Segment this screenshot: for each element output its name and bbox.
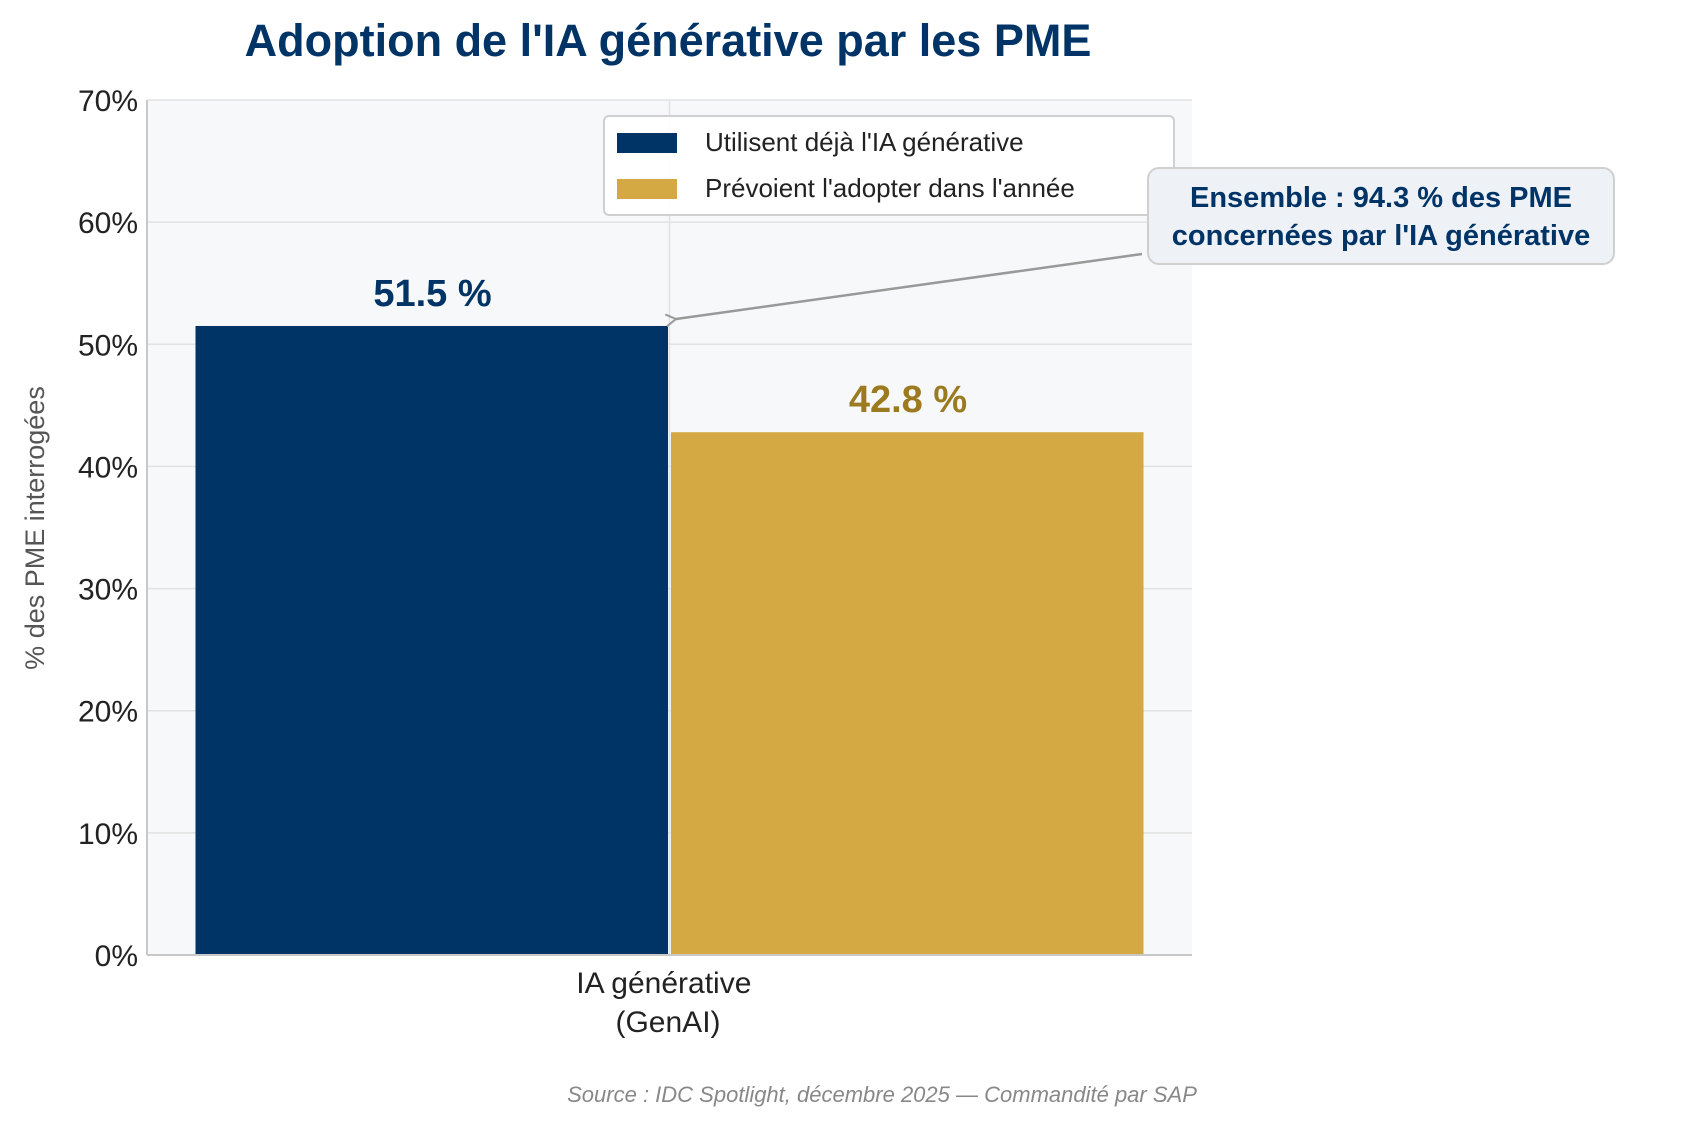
chart-title: Adoption de l'IA générative par les PME xyxy=(245,15,1092,66)
y-tick-label: 20% xyxy=(78,696,138,729)
y-tick-label: 40% xyxy=(78,451,138,484)
y-axis-label: % des PME interrogées xyxy=(20,386,50,670)
y-tick-label: 60% xyxy=(78,207,138,240)
x-tick-label-line1: IA générative xyxy=(576,967,751,1000)
x-tick-label: IA générative (GenAI) xyxy=(576,967,759,1039)
bar-current xyxy=(195,325,668,955)
legend-item-planned: Prévoient l'adopter dans l'année xyxy=(617,173,1075,204)
legend-swatch-current xyxy=(617,132,677,153)
y-tick-label: 0% xyxy=(95,940,138,973)
legend-item-current: Utilisent déjà l'IA générative xyxy=(617,127,1024,158)
data-label-current: 51.5 % xyxy=(373,273,491,315)
y-tick-label: 30% xyxy=(78,574,138,607)
bar-planned xyxy=(671,432,1144,955)
legend-label-planned: Prévoient l'adopter dans l'année xyxy=(705,173,1075,203)
legend-label-current: Utilisent déjà l'IA générative xyxy=(705,127,1024,157)
y-tick-label: 50% xyxy=(78,329,138,362)
annotation-box: Ensemble : 94.3 % des PME concernées par… xyxy=(1147,167,1615,265)
x-tick-label-line2: (GenAI) xyxy=(615,1006,720,1039)
source-note: Source : IDC Spotlight, décembre 2025 — … xyxy=(567,1082,1197,1107)
y-tick-label: 10% xyxy=(78,818,138,851)
y-tick-label: 70% xyxy=(78,85,138,118)
annotation-line-2: concernées par l'IA générative xyxy=(1171,220,1591,252)
annotation-line-1: Ensemble : 94.3 % des PME xyxy=(1190,182,1572,214)
annotation-arrow xyxy=(664,252,1143,328)
legend: Utilisent déjà l'IA générative Prévoient… xyxy=(603,115,1175,216)
legend-swatch-planned xyxy=(617,178,677,199)
data-label-planned: 42.8 % xyxy=(849,379,967,421)
